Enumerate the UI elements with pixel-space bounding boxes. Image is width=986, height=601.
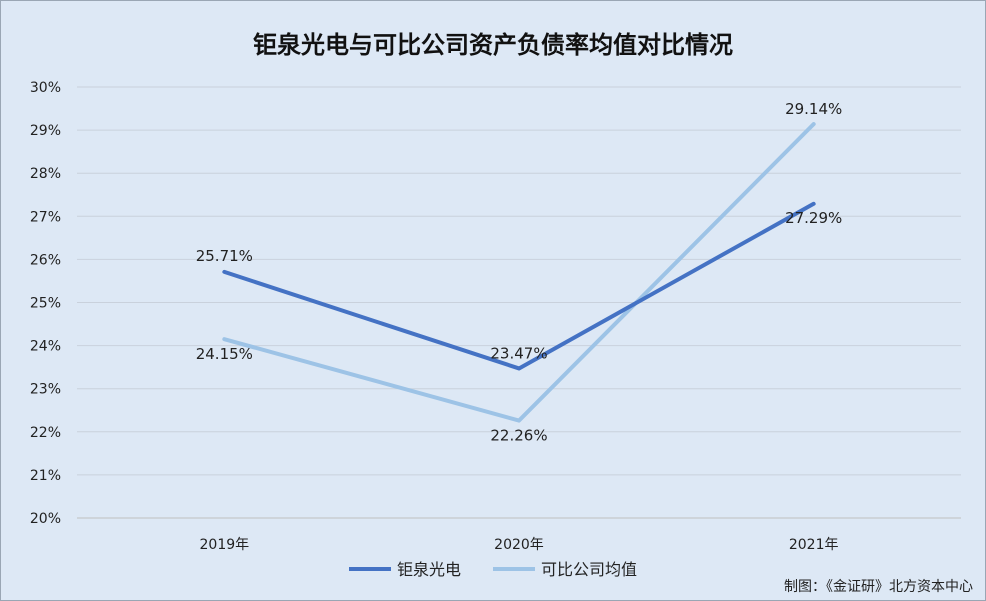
y-tick-label: 26% <box>30 252 61 268</box>
legend: 钜泉光电 可比公司均值 <box>349 560 637 579</box>
data-labels: 25.71% 23.47% 27.29% 24.15% 22.26% 29.14% <box>196 100 843 445</box>
legend-label-series-1: 钜泉光电 <box>397 560 461 579</box>
legend-label-series-2: 可比公司均值 <box>541 560 637 579</box>
y-tick-label: 20% <box>30 511 61 527</box>
series-line-2 <box>222 122 816 423</box>
y-tick-label: 23% <box>30 382 61 398</box>
data-label-series-1: 25.71% <box>196 247 253 265</box>
data-label-series-1: 23.47% <box>490 344 547 362</box>
y-tick-label: 22% <box>30 425 61 441</box>
x-axis-ticks: 2019年 2020年 2021年 <box>200 537 839 553</box>
y-tick-label: 24% <box>30 339 61 355</box>
data-label-series-2: 29.14% <box>785 100 842 118</box>
data-label-series-1: 27.29% <box>785 209 842 227</box>
data-label-series-2: 24.15% <box>196 345 253 363</box>
series-lines <box>222 122 816 423</box>
y-tick-label: 29% <box>30 123 61 139</box>
data-label-series-2: 22.26% <box>490 427 547 445</box>
x-tick-label: 2020年 <box>494 537 544 553</box>
chart-title: 钜泉光电与可比公司资产负债率均值对比情况 <box>253 31 733 59</box>
y-tick-label: 30% <box>30 80 61 96</box>
y-tick-label: 25% <box>30 296 61 312</box>
y-tick-label: 27% <box>30 209 61 225</box>
series-line-1 <box>222 201 816 371</box>
x-tick-label: 2021年 <box>789 537 839 553</box>
y-axis-ticks: 20% 21% 22% 23% 24% 25% 26% 27% 28% 29% 30% <box>30 80 61 527</box>
y-tick-label: 28% <box>30 166 61 182</box>
gridlines <box>77 86 961 519</box>
source-note: 制图：《金证研》北方资本中心 <box>784 579 973 595</box>
y-tick-label: 21% <box>30 468 61 484</box>
x-tick-label: 2019年 <box>200 537 250 553</box>
